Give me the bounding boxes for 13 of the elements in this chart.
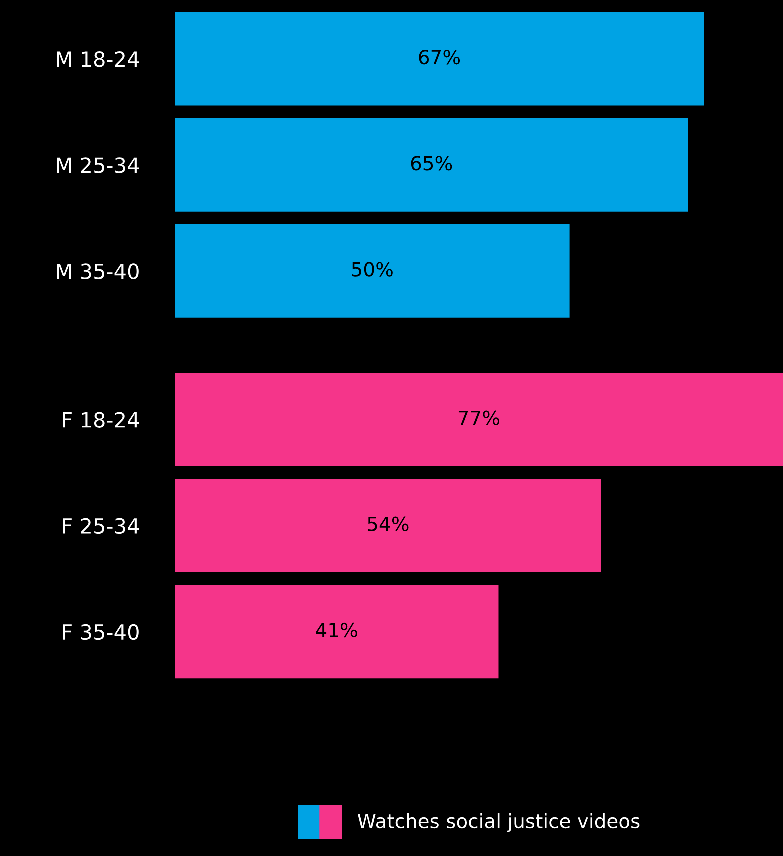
legend-label: Watches social justice videos — [358, 814, 640, 832]
y-tick-label: F 25-34 — [63, 518, 140, 534]
data-label: 50% — [352, 262, 393, 277]
y-tick-label: F 35-40 — [63, 624, 139, 640]
data-label: 41% — [316, 622, 358, 638]
data-label: 77% — [458, 410, 500, 426]
data-label: 54% — [368, 516, 409, 532]
y-tick-label: F 18-24 — [63, 412, 140, 428]
y-tick-label: M 18-24 — [57, 52, 140, 68]
data-label: 67% — [419, 50, 460, 65]
y-tick-label: M 25-34 — [57, 158, 140, 174]
y-tick-label: M 35-40 — [57, 264, 139, 280]
data-label: 65% — [411, 156, 452, 171]
